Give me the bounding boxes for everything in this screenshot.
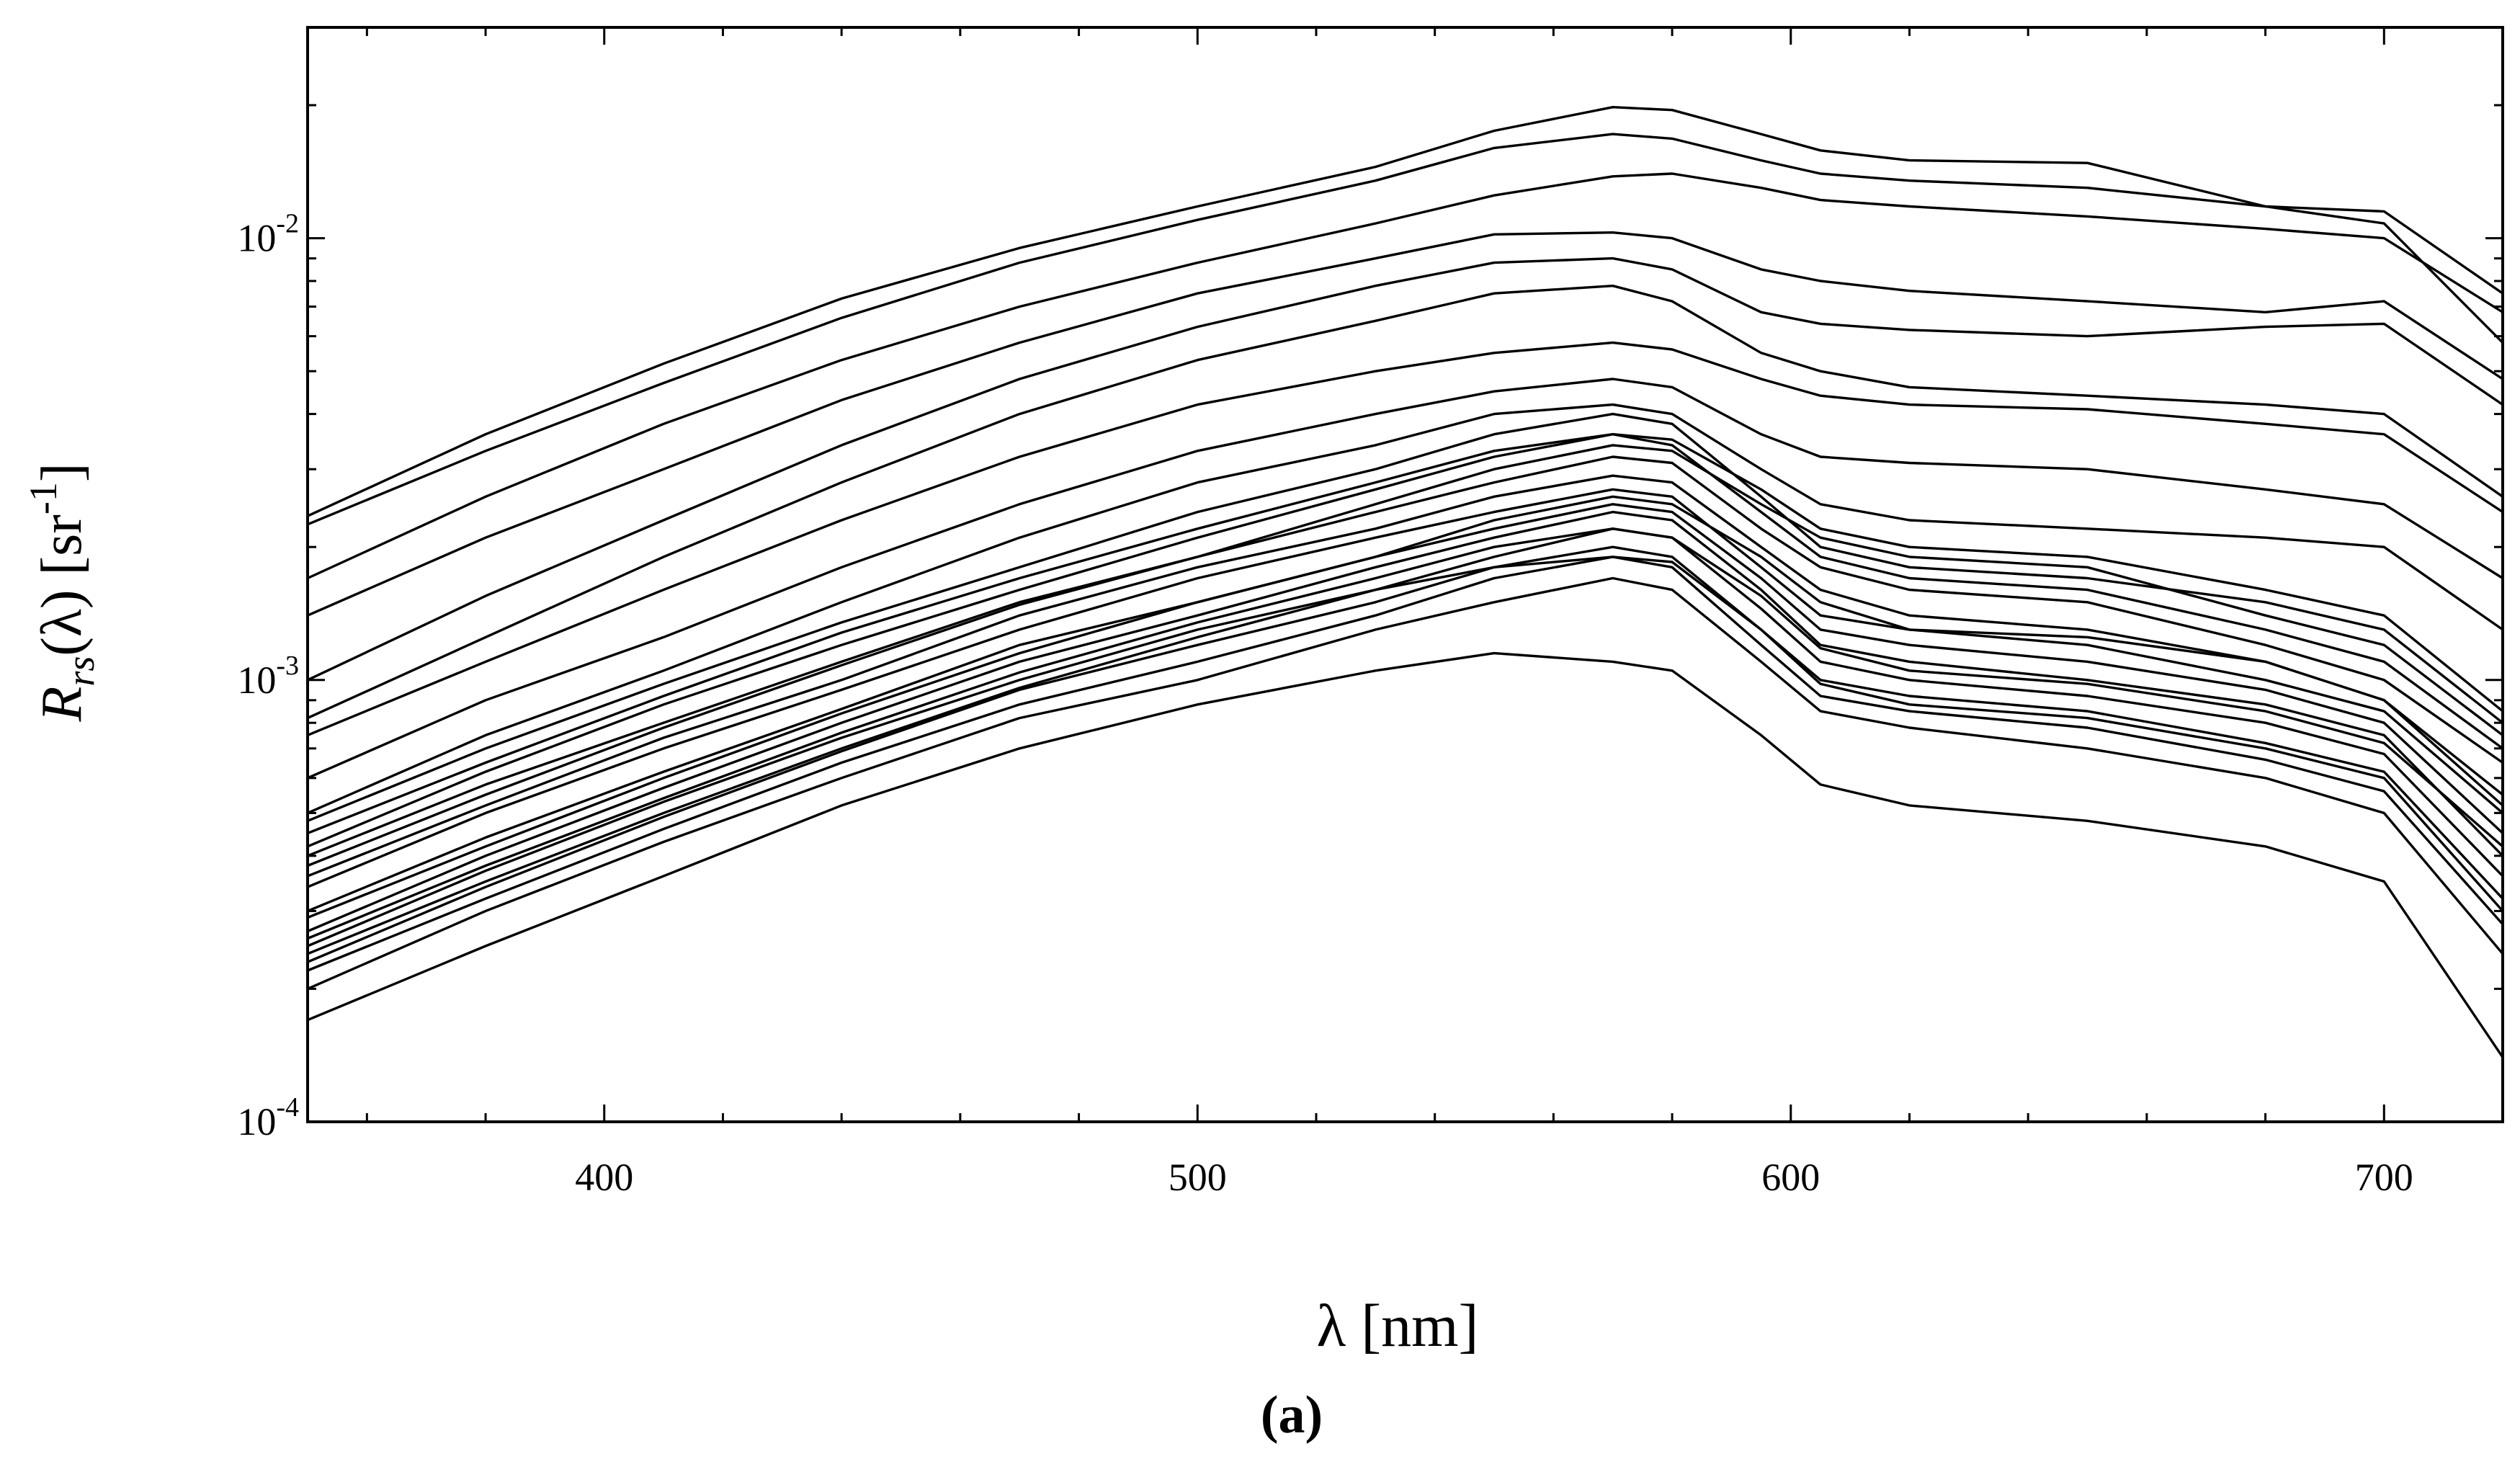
ticks-group: 400 500 600 700 10-2 10-3 10-4 <box>237 26 2504 1199</box>
x-tick-label: 500 <box>1169 1156 1227 1199</box>
series-line-24 <box>307 495 2504 919</box>
series-line-6 <box>307 285 2503 720</box>
series-line-23 <box>307 444 2504 867</box>
x-tick-label: 600 <box>1761 1156 1820 1199</box>
series-line-7 <box>307 341 2503 736</box>
series-group <box>307 105 2504 1058</box>
x-axis-label: λ [nm] <box>1316 1293 1478 1360</box>
y-label-superscript: -1 <box>22 482 65 514</box>
series-line-26 <box>307 556 2504 955</box>
series-line-18 <box>307 545 2504 963</box>
series-line-2 <box>307 133 2503 526</box>
y-tick-label: 10-4 <box>237 1092 299 1143</box>
series-line-20 <box>307 576 2504 990</box>
y-label-base: R <box>30 687 94 723</box>
plot-frame <box>306 26 2504 1123</box>
series-line-8 <box>307 378 2503 780</box>
y-label-close: ] <box>30 463 94 482</box>
series-line-4 <box>307 231 2503 617</box>
series-line-25 <box>307 527 2504 940</box>
y-axis-label: Rrs(λ) [sr-1] <box>22 463 102 722</box>
series-line-21 <box>307 651 2504 1058</box>
series-line-9 <box>307 403 2503 814</box>
series-line-1 <box>307 105 2504 517</box>
y-tick-label: 10-2 <box>237 209 299 260</box>
x-tick-label: 700 <box>2355 1156 2413 1199</box>
series-line-16 <box>307 510 2504 933</box>
series-line-5 <box>307 256 2503 682</box>
panel-label: (a) <box>1261 1386 1323 1445</box>
series-line-14 <box>307 488 2504 888</box>
y-label-rest: (λ) [sr <box>30 514 94 656</box>
y-tick-label: 10-3 <box>237 651 299 702</box>
series-line-3 <box>307 172 2503 580</box>
series-line-22 <box>307 433 2504 834</box>
series-line-12 <box>307 455 2503 857</box>
series-line-13 <box>307 474 2504 878</box>
series-line-10 <box>307 412 2504 822</box>
x-tick-label: 400 <box>575 1156 633 1199</box>
series-line-15 <box>307 503 2504 912</box>
y-label-subscript: rs <box>59 656 102 687</box>
